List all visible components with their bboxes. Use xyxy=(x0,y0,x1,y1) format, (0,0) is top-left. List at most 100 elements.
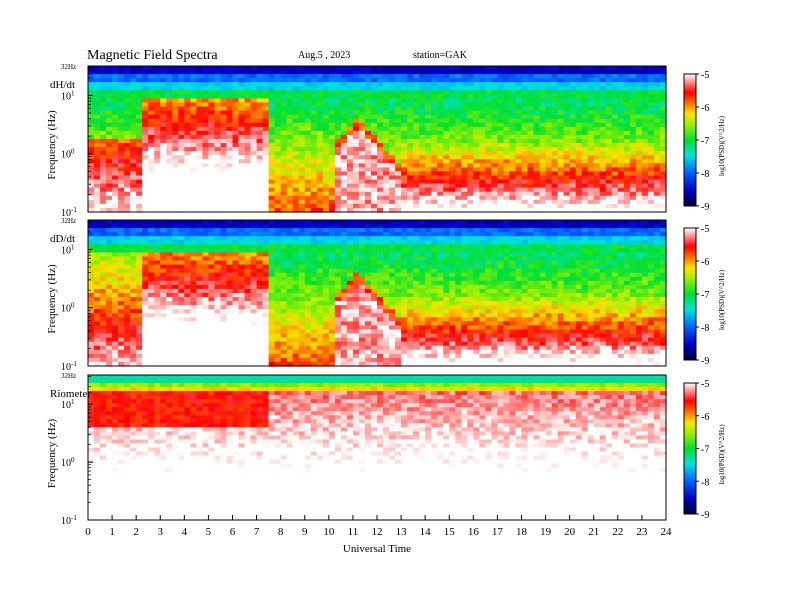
spectrogram-cell xyxy=(377,78,384,83)
spectrogram-cell xyxy=(322,297,330,302)
spectrogram-cell xyxy=(292,220,300,225)
spectrogram-cell xyxy=(184,353,191,359)
spectrogram-cell xyxy=(88,244,95,249)
spectrogram-cell xyxy=(322,353,330,359)
spectrogram-cell xyxy=(202,337,210,343)
colorbar-label: log10(PSD)(V^2/Hz) xyxy=(718,115,726,176)
spectrogram-cell xyxy=(503,126,511,132)
spectrogram-cell xyxy=(641,163,649,168)
spectrogram-cell xyxy=(184,151,191,156)
spectrogram-cell xyxy=(226,78,234,83)
spectrogram-cell xyxy=(515,74,523,79)
spectrogram-cell xyxy=(208,329,216,335)
spectrogram-cell xyxy=(581,130,589,136)
spectrogram-cell xyxy=(136,199,143,205)
spectrogram-cell xyxy=(328,122,336,128)
spectrogram-cell xyxy=(286,98,294,104)
spectrogram-cell xyxy=(298,147,306,152)
spectrogram-cell xyxy=(130,183,137,189)
spectrogram-cell xyxy=(112,187,119,193)
spectrogram-cell xyxy=(298,78,306,83)
spectrogram-cell xyxy=(172,126,179,132)
spectrogram-cell xyxy=(238,313,246,318)
spectrogram-cell xyxy=(509,74,517,79)
spectrogram-cell xyxy=(274,333,282,339)
spectrogram-cell xyxy=(545,134,553,140)
spectrogram-cell xyxy=(190,353,197,359)
spectrogram-cell xyxy=(286,288,294,294)
spectrogram-cell xyxy=(262,110,270,116)
spectrogram-cell xyxy=(112,325,119,331)
spectrogram-cell xyxy=(94,102,101,108)
spectrogram-cell xyxy=(497,134,505,140)
spectrogram-cell xyxy=(118,337,125,343)
spectrogram-cell xyxy=(226,114,234,120)
spectrogram-cell xyxy=(154,171,161,177)
spectrogram-cell xyxy=(310,357,318,363)
spectrogram-cell xyxy=(196,151,203,156)
spectrogram-cell xyxy=(238,297,246,302)
spectrogram-cell xyxy=(286,228,294,233)
spectrogram-cell xyxy=(593,134,601,140)
spectrogram-cell xyxy=(304,317,312,322)
spectrogram-cell xyxy=(292,361,300,367)
spectrogram-cell xyxy=(220,240,228,245)
spectrogram-cell xyxy=(563,90,571,95)
spectrogram-cell xyxy=(238,329,246,335)
spectrogram-cell xyxy=(256,74,264,79)
spectrogram-cell xyxy=(262,313,270,318)
spectrogram-cell xyxy=(118,288,125,294)
spectrogram-cell xyxy=(238,256,246,262)
spectrogram-cell xyxy=(172,329,179,335)
spectrogram-cell xyxy=(196,256,203,262)
spectrogram-cell xyxy=(112,207,119,213)
spectrogram-cell xyxy=(160,329,167,335)
spectrogram-cell xyxy=(172,151,179,156)
spectrogram-cell xyxy=(190,317,197,322)
spectrogram-cell xyxy=(202,179,210,185)
spectrogram-cell xyxy=(370,126,378,132)
spectrogram-cell xyxy=(256,244,264,249)
spectrogram-cell xyxy=(419,155,426,160)
spectrogram-cell xyxy=(154,240,161,245)
spectrogram-cell xyxy=(232,357,240,363)
spectrogram-cell xyxy=(358,183,366,189)
spectrogram-cell xyxy=(401,155,408,160)
spectrogram-cell xyxy=(497,171,505,177)
spectrogram-cell xyxy=(334,110,342,116)
spectrogram-cell xyxy=(659,130,667,136)
spectrogram-cell xyxy=(328,126,336,132)
spectrogram-cell xyxy=(304,224,312,229)
spectrogram-cell xyxy=(581,167,589,173)
spectrogram-cell xyxy=(389,167,396,173)
spectrogram-cell xyxy=(316,159,324,164)
spectrogram-cell xyxy=(100,293,107,298)
spectrogram-cell xyxy=(124,325,131,331)
spectrogram-cell xyxy=(443,86,450,91)
spectrogram-cell xyxy=(509,195,517,201)
spectrogram-cell xyxy=(545,66,553,71)
spectrogram-cell xyxy=(160,66,167,71)
spectrogram-cell xyxy=(328,349,336,355)
spectrogram-cell xyxy=(100,82,107,87)
spectrogram-cell xyxy=(352,134,360,140)
spectrogram-cell xyxy=(286,106,294,112)
spectrogram-cell xyxy=(298,301,306,306)
spectrogram-cell xyxy=(184,293,191,298)
spectrogram-cell xyxy=(94,183,101,189)
spectrogram-cell xyxy=(635,139,643,144)
spectrogram-cell xyxy=(581,203,589,209)
spectrogram-cell xyxy=(623,147,631,152)
spectrogram-cell xyxy=(112,195,119,201)
spectrogram-cell xyxy=(118,293,125,298)
spectrogram-cell xyxy=(539,130,547,136)
spectrogram-cell xyxy=(148,74,155,79)
spectrogram-cell xyxy=(148,143,155,148)
spectrogram-cell xyxy=(551,147,559,152)
spectrogram-cell xyxy=(467,199,474,205)
spectrogram-cell xyxy=(449,179,456,185)
spectrogram-cell xyxy=(202,260,210,266)
spectrogram-cell xyxy=(172,256,179,262)
spectrogram-cell xyxy=(449,70,456,75)
spectrogram-cell xyxy=(461,199,468,205)
